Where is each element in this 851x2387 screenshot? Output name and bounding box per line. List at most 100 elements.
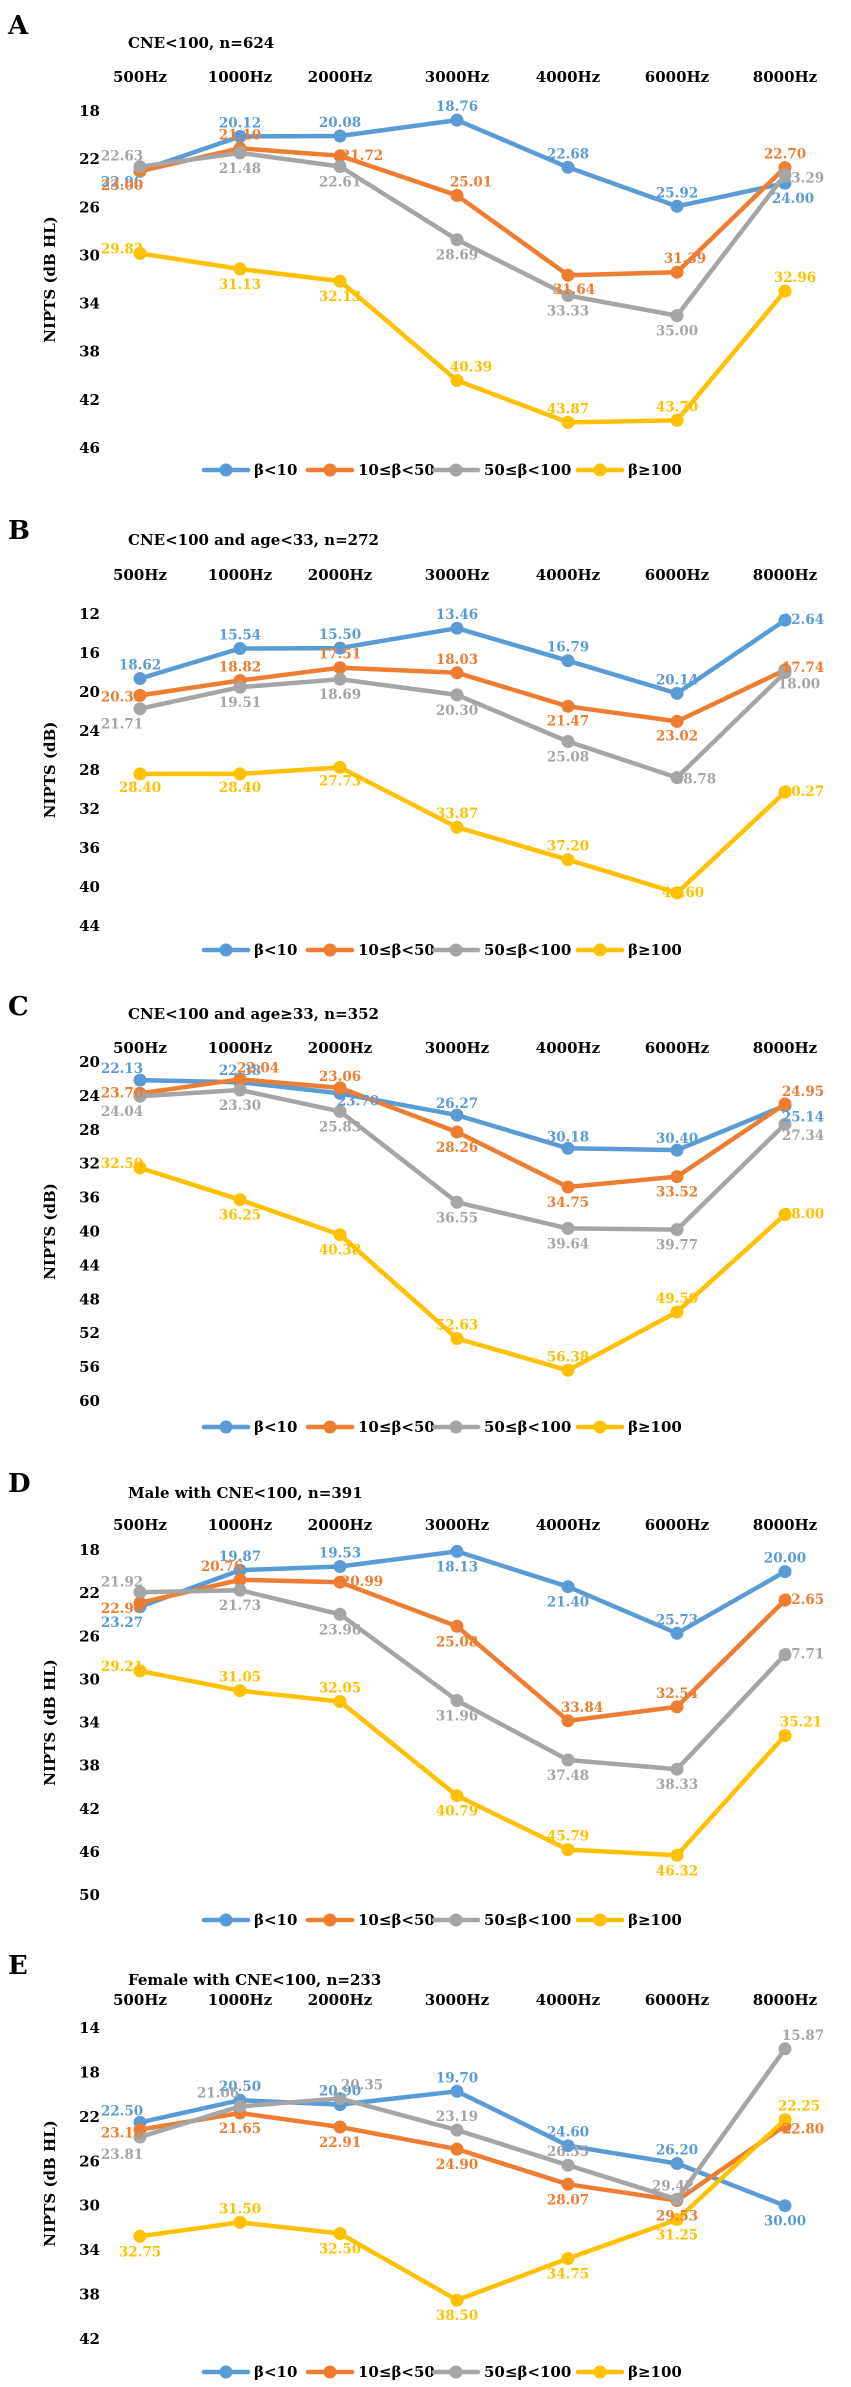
x-tick-label: 500Hz	[113, 68, 167, 86]
data-point	[133, 1596, 147, 1610]
data-point	[778, 1729, 792, 1742]
legend-label: β≥100	[628, 1911, 682, 1929]
data-point	[450, 2142, 464, 2156]
data-point	[778, 284, 792, 298]
y-tick-label: 22	[79, 1584, 100, 1602]
data-label: 43.70	[656, 399, 698, 415]
data-label: 30.40	[656, 1131, 698, 1147]
legend-label: β≥100	[628, 2363, 682, 2381]
legend-label: 50≤β<100	[484, 1911, 571, 1929]
data-label: 25.08	[547, 750, 589, 766]
chart-title: CNE<100 and age≥33, n=352	[128, 1005, 379, 1023]
legend-marker	[449, 1913, 463, 1927]
data-label: 21.40	[547, 1595, 589, 1611]
y-tick-label: 28	[79, 761, 100, 779]
data-point	[670, 1626, 684, 1640]
data-point	[333, 2227, 347, 2240]
data-label: 24.95	[782, 1084, 824, 1100]
data-label: 23.29	[782, 171, 824, 187]
data-point	[450, 621, 464, 635]
data-point	[670, 1305, 684, 1319]
y-tick-label: 44	[79, 1256, 100, 1274]
y-tick-label: 20	[79, 683, 100, 701]
y-tick-label: 18	[79, 102, 100, 120]
data-label: 33.52	[656, 1185, 698, 1201]
data-label: 40.79	[436, 1804, 478, 1820]
data-point	[333, 129, 347, 143]
data-point	[778, 1565, 792, 1579]
legend-marker	[593, 2365, 607, 2379]
data-point	[778, 1097, 792, 1111]
y-tick-label: 38	[79, 1757, 100, 1775]
x-tick-label: 6000Hz	[645, 68, 710, 86]
data-point	[233, 1072, 247, 1086]
data-label: 20.50	[219, 2079, 261, 2095]
legend-marker	[593, 1420, 607, 1434]
data-point	[670, 714, 684, 728]
data-point	[333, 1560, 347, 1573]
panel-letter: D	[8, 1469, 31, 1499]
data-point	[778, 785, 792, 799]
data-point	[670, 686, 684, 700]
data-label: 23.16	[101, 2126, 143, 2142]
x-tick-label: 8000Hz	[753, 1991, 818, 2009]
data-point	[561, 1221, 575, 1235]
data-point	[233, 1684, 247, 1698]
data-point	[233, 1193, 247, 1207]
data-point	[333, 2092, 347, 2105]
data-point	[670, 1143, 684, 1157]
data-label: 23.96	[319, 1622, 361, 1638]
y-tick-label: 50	[79, 1886, 100, 1904]
data-label: 22.68	[547, 146, 589, 162]
data-label: 28.69	[436, 248, 478, 264]
legend-marker	[219, 2365, 233, 2379]
y-tick-label: 20	[79, 1053, 100, 1071]
data-point	[133, 246, 147, 260]
data-label: 31.64	[553, 282, 595, 298]
data-point	[333, 1104, 347, 1118]
data-label: 22.91	[319, 2135, 361, 2151]
data-point	[233, 767, 247, 781]
data-label: 22.13	[101, 1061, 143, 1077]
data-point	[333, 149, 347, 163]
data-label: 39.77	[656, 1238, 698, 1254]
data-point	[450, 666, 464, 680]
data-point	[333, 2120, 347, 2134]
data-label: 20.35	[101, 689, 143, 705]
data-label: 31.96	[436, 1709, 478, 1725]
y-tick-label: 42	[79, 391, 100, 409]
data-point	[561, 699, 575, 713]
x-tick-label: 4000Hz	[536, 1039, 601, 1057]
data-point	[561, 289, 575, 302]
x-tick-label: 6000Hz	[645, 1991, 710, 2009]
data-label: 24.00	[772, 191, 814, 207]
data-point	[233, 1573, 247, 1587]
data-label: 18.76	[436, 99, 478, 115]
data-label: 36.55	[436, 1210, 478, 1226]
data-label: 26.35	[547, 2144, 589, 2160]
data-point	[133, 160, 147, 174]
y-axis-label: NIPTS (dB HL)	[41, 216, 59, 343]
data-point	[450, 113, 464, 127]
legend-label: 50≤β<100	[484, 461, 571, 479]
data-label: 20.14	[656, 672, 698, 688]
data-point	[778, 666, 792, 679]
data-point	[778, 1117, 792, 1131]
data-point	[233, 262, 247, 276]
data-label: 19.51	[219, 695, 261, 711]
data-label: 24.04	[101, 1104, 143, 1120]
x-tick-label: 6000Hz	[645, 566, 710, 584]
y-tick-label: 14	[79, 2019, 100, 2037]
data-label: 40.60	[662, 885, 704, 901]
legend-marker	[323, 2365, 337, 2379]
data-label: 32.96	[774, 270, 816, 286]
data-label: 27.34	[782, 1128, 824, 1144]
data-label: 39.64	[547, 1236, 589, 1252]
data-label: 20.35	[341, 2078, 383, 2094]
y-tick-label: 44	[79, 917, 100, 935]
data-point	[450, 374, 464, 387]
data-label: 19.70	[436, 2070, 478, 2086]
legend-marker	[219, 943, 233, 957]
data-label: 21.92	[101, 1574, 143, 1590]
data-point	[333, 641, 347, 655]
